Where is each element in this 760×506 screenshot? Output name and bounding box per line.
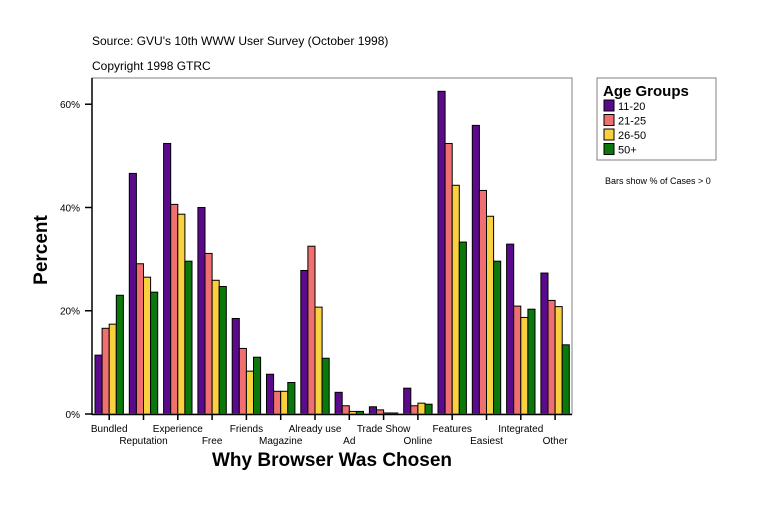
- x-tick-label: Free: [202, 436, 223, 447]
- bar-reputation-11-20: [128, 172, 137, 415]
- bar-reputation-50+: [150, 291, 159, 415]
- bar-free-11-20: [197, 206, 206, 415]
- x-tick-label: Already use: [289, 424, 342, 435]
- legend-box: [596, 77, 717, 161]
- x-tick-label: Experience: [153, 424, 203, 435]
- bar-other-50+: [561, 344, 570, 415]
- bar-magazine-21-25: [273, 390, 282, 415]
- y-axis-label: Percent: [31, 214, 52, 284]
- note-text: Bars show % of Cases > 0: [605, 176, 711, 186]
- bar-easiest-21-25: [478, 189, 487, 415]
- bar-integrated-11-20: [506, 243, 515, 415]
- bar-friends-26-50: [245, 370, 254, 415]
- bar-online-50+: [424, 403, 433, 415]
- bar-features-21-25: [444, 142, 453, 415]
- bar-free-21-25: [204, 252, 213, 415]
- bar-bundled-50+: [115, 294, 124, 415]
- legend-label: 11-20: [618, 101, 645, 113]
- bar-other-21-25: [547, 299, 556, 415]
- bar-other-11-20: [540, 272, 549, 415]
- bar-features-26-50: [451, 184, 460, 415]
- bar-easiest-50+: [493, 260, 502, 415]
- legend-label: 50+: [618, 145, 637, 157]
- bar-magazine-50+: [287, 382, 296, 415]
- bar-friends-21-25: [238, 347, 247, 415]
- source-text: Source: GVU's 10th WWW User Survey (Octo…: [92, 34, 389, 48]
- legend-label: 21-25: [618, 116, 646, 128]
- y-tick-label: 0%: [66, 410, 81, 421]
- legend-swatch-26-50: [603, 128, 615, 141]
- bar-experience-11-20: [163, 142, 172, 415]
- bar-already-use-11-20: [300, 269, 309, 415]
- bar-integrated-26-50: [520, 316, 529, 415]
- bar-friends-50+: [253, 356, 262, 415]
- bar-trade-show-11-20: [368, 406, 377, 415]
- bar-experience-26-50: [177, 213, 186, 415]
- x-tick-label: Trade Show: [357, 424, 411, 435]
- y-tick-label: 20%: [60, 307, 80, 318]
- bar-features-50+: [458, 241, 467, 415]
- x-axis-label: Why Browser Was Chosen: [212, 450, 452, 471]
- bar-integrated-50+: [527, 308, 536, 415]
- legend-swatch-21-25: [603, 114, 615, 126]
- bar-friends-11-20: [231, 317, 240, 415]
- bar-features-11-20: [437, 90, 446, 415]
- bar-magazine-11-20: [266, 373, 275, 415]
- bar-already-use-26-50: [314, 306, 323, 415]
- x-tick-label: Bundled: [91, 424, 128, 435]
- bar-experience-21-25: [170, 203, 179, 415]
- bar-already-use-50+: [321, 357, 330, 415]
- x-tick-label: Features: [432, 424, 471, 435]
- bar-trade-show-21-25: [376, 409, 385, 415]
- bar-ad-11-20: [334, 391, 343, 415]
- x-tick-label: Online: [403, 436, 432, 447]
- legend: Age Groups 11-20 21-25 26-50 50+: [596, 77, 717, 161]
- bar-easiest-26-50: [486, 215, 495, 415]
- x-tick-label: Ad: [343, 436, 355, 447]
- legend-swatch-50+: [603, 143, 615, 155]
- x-tick-label: Reputation: [119, 436, 167, 447]
- bar-experience-50+: [184, 260, 193, 415]
- x-tick-label: Easiest: [470, 436, 503, 447]
- x-tick-label: Integrated: [498, 424, 543, 435]
- bar-ad-21-25: [341, 405, 350, 415]
- bar-bundled-26-50: [108, 323, 117, 415]
- bar-free-26-50: [211, 279, 220, 415]
- y-tick-label: 40%: [60, 203, 80, 214]
- bar-other-26-50: [554, 306, 563, 415]
- bar-easiest-11-20: [471, 124, 480, 415]
- x-tick-label: Other: [543, 436, 569, 447]
- copyright-text: Copyright 1998 GTRC: [92, 59, 211, 73]
- bar-online-26-50: [417, 402, 426, 415]
- x-tick-label: Friends: [230, 424, 263, 435]
- bar-bundled-21-25: [101, 327, 110, 415]
- bar-magazine-26-50: [280, 390, 289, 415]
- bar-reputation-21-25: [135, 263, 144, 415]
- bar-bundled-11-20: [94, 354, 103, 415]
- y-tick-label: 60%: [60, 100, 80, 111]
- bar-online-11-20: [403, 387, 412, 415]
- legend-label: 26-50: [618, 130, 646, 142]
- x-tick-label: Magazine: [259, 436, 303, 447]
- bar-reputation-26-50: [143, 276, 152, 415]
- bar-integrated-21-25: [513, 305, 522, 415]
- bar-online-21-25: [410, 405, 419, 415]
- legend-title: Age Groups: [603, 83, 689, 100]
- bar-already-use-21-25: [307, 245, 316, 415]
- legend-swatch-11-20: [603, 99, 615, 112]
- bar-free-50+: [218, 285, 227, 415]
